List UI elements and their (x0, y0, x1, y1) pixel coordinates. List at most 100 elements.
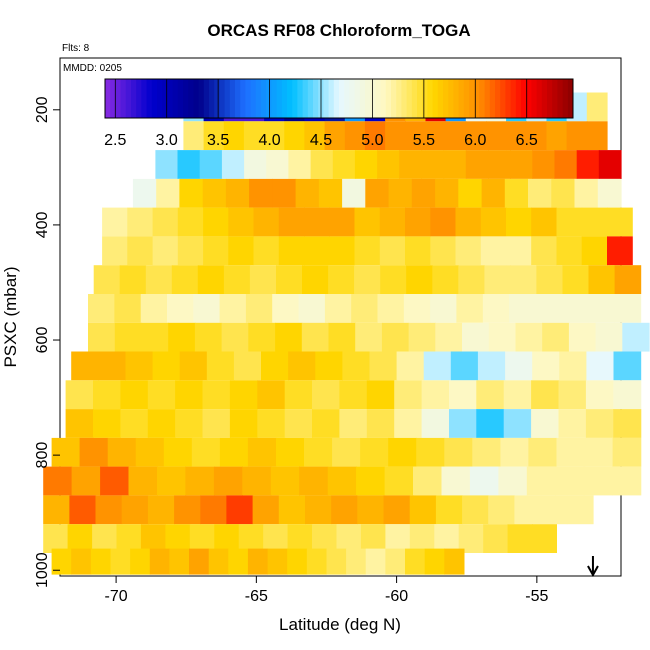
heatmap-cell (263, 524, 289, 553)
heatmap-cell (167, 294, 194, 323)
heatmap-cell (430, 294, 457, 323)
heatmap-cell (278, 236, 305, 266)
heatmap-cell (449, 380, 477, 410)
heatmap-cell (257, 380, 286, 410)
heatmap-cell (421, 380, 450, 410)
heatmap-cell (430, 207, 457, 237)
heatmap-cell (357, 495, 385, 525)
heatmap-cell (346, 548, 367, 575)
heatmap-cell (385, 524, 411, 553)
heatmap-cell (409, 495, 437, 525)
x-tick-label: -70 (105, 588, 128, 605)
colorbar-segment (489, 79, 496, 118)
heatmap-cell (128, 466, 158, 496)
heatmap-cell (214, 524, 240, 553)
heatmap-cell (328, 322, 356, 352)
heatmap-cell (147, 409, 176, 438)
heatmap-cell (226, 495, 254, 525)
heatmap-cell (225, 178, 250, 208)
heatmap-cell (179, 351, 208, 381)
colorbar-segment (287, 79, 293, 118)
heatmap-cell (253, 207, 280, 237)
heatmap-cell (469, 466, 499, 496)
heatmap-cell (264, 121, 285, 151)
heatmap-cell (202, 380, 231, 410)
colorbar-segment (250, 79, 257, 118)
colorbar-segment (188, 79, 194, 118)
x-tick-label: -60 (385, 588, 408, 605)
colorbar-segment (474, 79, 480, 118)
heatmap-cell (102, 236, 128, 266)
heatmap-cell (238, 524, 264, 553)
colorbar-segment (261, 79, 267, 118)
heatmap-cell (583, 466, 613, 496)
heatmap-cell (365, 548, 386, 575)
heatmap-cell (51, 548, 72, 575)
heatmap-cell (432, 265, 459, 294)
colorbar-tick-label: 5.5 (413, 132, 435, 149)
heatmap-cell (43, 495, 70, 525)
heatmap-cell (318, 178, 343, 208)
colorbar-segment (396, 79, 402, 118)
heatmap-cell (177, 236, 204, 266)
colorbar-segment (354, 79, 361, 118)
heatmap-cell (140, 294, 168, 323)
heatmap-cell (149, 548, 170, 575)
y-axis-label: PSXC (mbar) (1, 266, 20, 367)
heatmap-cell (270, 466, 300, 496)
colorbar-segment (297, 79, 304, 118)
y-axis: 200 400 600 800 1000 (34, 96, 60, 588)
colorbar-segment (245, 79, 252, 118)
heatmap-cell (312, 524, 337, 553)
heatmap-cell (71, 548, 92, 575)
heatmap-cell (114, 322, 143, 352)
colorbar-segment (209, 79, 215, 118)
heatmap-cell (219, 294, 247, 323)
heatmap-cell (396, 351, 425, 381)
colorbar-segment (432, 79, 439, 118)
heatmap-cell (114, 294, 142, 323)
heatmap-cell (554, 150, 578, 179)
colorbar-segment (172, 79, 179, 118)
heatmap-cell (163, 437, 193, 467)
heatmap-cell (278, 495, 306, 525)
heatmap-cell (315, 351, 343, 381)
heatmap-cell (229, 380, 258, 410)
colorbar-segment (224, 79, 231, 118)
heatmap-cell (561, 294, 589, 323)
heatmap-cell (194, 322, 223, 352)
colorbar-segment (479, 79, 486, 118)
colorbar-segment (521, 79, 527, 118)
flights-label: Flts: 8 (62, 43, 90, 54)
heatmap-cell (377, 294, 405, 323)
heatmap-cell (423, 351, 452, 381)
heatmap-cell (528, 178, 552, 208)
colorbar-segment (437, 79, 444, 118)
colorbar-segment (323, 79, 330, 118)
heatmap-cell (559, 351, 587, 381)
heatmap-cell (275, 322, 303, 352)
heatmap-cell (476, 409, 505, 438)
heatmap-cell (67, 524, 93, 553)
heatmap-cell (472, 437, 501, 467)
heatmap-cell (445, 121, 467, 151)
heatmap-cell (351, 294, 379, 323)
heatmap-cell (276, 265, 303, 294)
colorbar-tick-label: 6.5 (516, 132, 538, 149)
heatmap-cell (405, 207, 431, 237)
heatmap-cell (228, 207, 255, 237)
heatmap-cell (243, 121, 265, 151)
colorbar-tick-label: 3.5 (207, 132, 229, 149)
heatmap-cell (119, 265, 147, 294)
colorbar-segment (536, 79, 543, 118)
heatmap-cell (385, 548, 406, 575)
heatmap-cell (488, 322, 517, 352)
colorbar-segment (167, 79, 174, 118)
heatmap-cell (213, 466, 243, 496)
colorbar-segment (562, 79, 569, 118)
heatmap-cell (249, 265, 277, 294)
colorbar-segment (313, 79, 319, 118)
heatmap-cell (558, 380, 587, 410)
colorbar-segment (380, 79, 387, 118)
heatmap-cell (276, 437, 305, 467)
